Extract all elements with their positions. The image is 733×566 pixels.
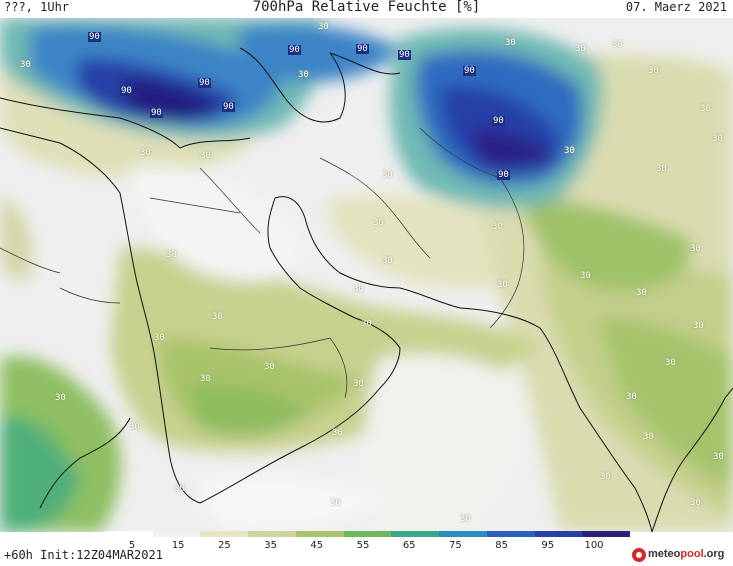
contour-label-30: 30 — [505, 38, 516, 48]
contour-label-30: 30 — [382, 170, 393, 180]
contour-label-30: 30 — [174, 484, 185, 494]
color-scale-tick: 85 — [495, 540, 508, 551]
humidity-field — [0, 18, 733, 532]
contour-label-90: 90 — [497, 170, 510, 180]
color-scale-segment — [439, 531, 488, 537]
contour-label-30: 30 — [361, 319, 372, 329]
contour-label-30: 30 — [166, 250, 177, 260]
contour-label-30: 30 — [200, 151, 211, 161]
color-scale-segment — [582, 531, 631, 537]
color-scale-tick: 15 — [171, 540, 185, 551]
color-scale-segment — [152, 531, 201, 537]
contour-label-90: 90 — [222, 102, 235, 112]
color-scale-segment — [200, 531, 249, 537]
contour-label-90: 90 — [288, 45, 301, 55]
contour-label-90: 90 — [356, 44, 369, 54]
color-scale-tick: 95 — [541, 540, 555, 551]
color-scale-tick: 55 — [356, 540, 370, 551]
contour-label-30: 30 — [264, 362, 275, 372]
contour-label-30: 30 — [636, 288, 647, 298]
contour-label-30: 30 — [612, 40, 623, 50]
humidity-map: 30 30 30 30 30 30 30 30 30 30 30 30 30 3… — [0, 18, 733, 532]
color-scale-tick: 25 — [218, 540, 231, 551]
contour-label-30: 30 — [140, 148, 151, 158]
contour-label-90: 90 — [88, 32, 101, 42]
color-scale-segment — [343, 531, 392, 537]
contour-label-30: 30 — [497, 280, 508, 290]
contour-label-30: 30 — [330, 498, 341, 508]
contour-label-30: 30 — [492, 222, 503, 232]
forecast-time-label: ???, 1Uhr — [4, 0, 70, 14]
contour-label-90: 90 — [492, 116, 505, 126]
color-scale-tick: 35 — [264, 540, 277, 551]
color-scale-tick: 100 — [584, 540, 604, 551]
contour-label-30: 30 — [154, 333, 165, 343]
contour-label-30: 30 — [656, 164, 667, 174]
contour-label-30: 30 — [626, 392, 637, 402]
contour-label-30: 30 — [690, 244, 701, 254]
contour-label-30: 30 — [298, 70, 309, 80]
contour-label-30: 30 — [648, 66, 659, 76]
contour-label-30: 30 — [564, 146, 575, 156]
contour-label-30: 30 — [600, 472, 611, 482]
contour-label-30: 30 — [373, 218, 384, 228]
contour-label-90: 90 — [120, 86, 133, 96]
color-scale-tick: 45 — [310, 540, 324, 551]
contour-label-30: 30 — [353, 284, 364, 294]
contour-label-30: 30 — [713, 452, 724, 462]
contour-label-90: 90 — [463, 66, 476, 76]
color-scale-segment — [295, 531, 345, 537]
contour-label-30: 30 — [712, 134, 723, 144]
color-scale-segment — [248, 531, 297, 537]
contour-label-30: 30 — [353, 379, 364, 389]
color-scale-tick: 65 — [402, 540, 416, 551]
map-title: 700hPa Relative Feuchte [%] — [252, 0, 481, 15]
color-scale-segment — [486, 531, 536, 537]
color-scale-segment — [105, 531, 154, 537]
contour-label-30: 30 — [20, 60, 31, 70]
color-scale-segment — [534, 531, 583, 537]
contour-label-90: 90 — [198, 78, 211, 88]
contour-label-90: 90 — [398, 50, 411, 60]
contour-label-30: 30 — [690, 498, 701, 508]
contour-label-90: 90 — [150, 108, 163, 118]
color-scale-tick: 5 — [128, 540, 136, 551]
logo-brand: pool — [680, 548, 704, 560]
logo-suffix: .org — [703, 548, 725, 560]
contour-label-30: 30 — [700, 104, 711, 114]
contour-label-30: 30 — [665, 358, 676, 368]
contour-label-30: 30 — [55, 393, 66, 403]
contour-label-30: 30 — [332, 428, 343, 438]
contour-label-30: 30 — [382, 256, 393, 266]
contour-label-30: 30 — [318, 22, 329, 32]
header-bar: ???, 1Uhr 700hPa Relative Feuchte [%] 07… — [0, 0, 733, 18]
init-time-label: +60h Init:12Z04MAR2021 — [4, 548, 163, 562]
contour-label-30: 30 — [575, 44, 586, 54]
contour-label-30: 30 — [129, 422, 140, 432]
forecast-date: 07. Maerz 2021 — [625, 0, 727, 14]
contour-label-30: 30 — [212, 312, 223, 322]
contour-label-30: 30 — [200, 374, 211, 384]
contour-label-30: 30 — [580, 271, 591, 281]
color-scale-bar — [105, 531, 631, 537]
logo-prefix: meteo — [648, 548, 681, 560]
meteopool-logo: meteopool.org — [632, 547, 732, 563]
contour-label-30: 30 — [643, 432, 654, 442]
color-scale-segment — [391, 531, 440, 537]
color-scale-tick: 75 — [449, 540, 462, 551]
logo-mark-icon — [632, 548, 646, 562]
contour-label-30: 30 — [693, 321, 704, 331]
contour-label-30: 30 — [460, 514, 471, 524]
